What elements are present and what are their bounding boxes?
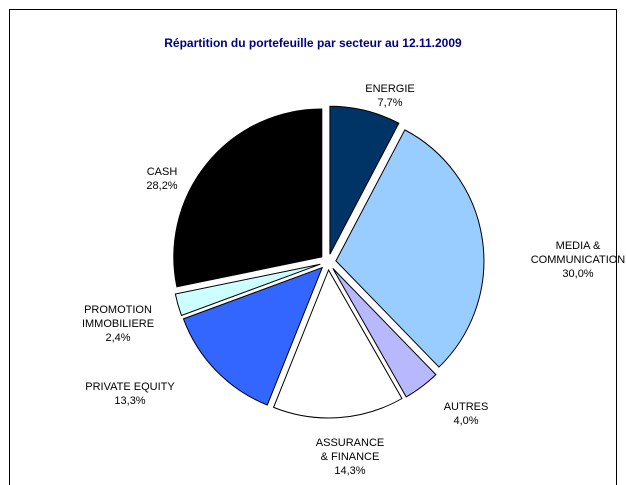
value-label: 2,4% <box>105 332 131 344</box>
value-label: 14,3% <box>334 465 366 477</box>
slice-label: PROMOTION IMMOBILIERE 2,4% <box>82 303 154 345</box>
pie-slice <box>272 268 403 419</box>
value-label: 28,2% <box>146 180 178 192</box>
pie-slice <box>335 129 485 368</box>
slice-label: ASSURANCE & FINANCE 14,3% <box>316 436 384 478</box>
value-label: 7,7% <box>377 97 403 109</box>
slice-label: PRIVATE EQUITY 13,3% <box>85 380 174 408</box>
pie-slice <box>174 263 321 317</box>
chart-title: Répartition du portefeuille par secteur … <box>164 36 462 50</box>
pie-slice <box>329 105 400 255</box>
category-label: PRIVATE EQUITY <box>85 381 175 393</box>
value-label: 4,0% <box>453 415 479 427</box>
category-label: MEDIA & COMMUNICATION <box>530 240 626 266</box>
category-label: PROMOTION IMMOBILIERE <box>81 304 155 330</box>
slice-label: ENERGIE 7,7% <box>365 82 415 110</box>
slice-label: AUTRES 4,0% <box>444 400 489 428</box>
category-label: CASH <box>146 166 178 178</box>
category-label: ASSURANCE & FINANCE <box>315 437 385 463</box>
slice-label: MEDIA & COMMUNICATION 30,0% <box>531 239 626 281</box>
chart-frame <box>9 9 617 485</box>
pie-slice <box>332 268 437 398</box>
value-label: 13,3% <box>114 395 146 407</box>
category-label: ENERGIE <box>365 83 415 95</box>
value-label: 30,0% <box>562 268 594 280</box>
pie-slice <box>182 266 324 406</box>
category-label: AUTRES <box>443 401 489 413</box>
pie-slice <box>173 108 323 288</box>
slice-label: CASH 28,2% <box>146 165 177 193</box>
pie <box>173 105 485 419</box>
